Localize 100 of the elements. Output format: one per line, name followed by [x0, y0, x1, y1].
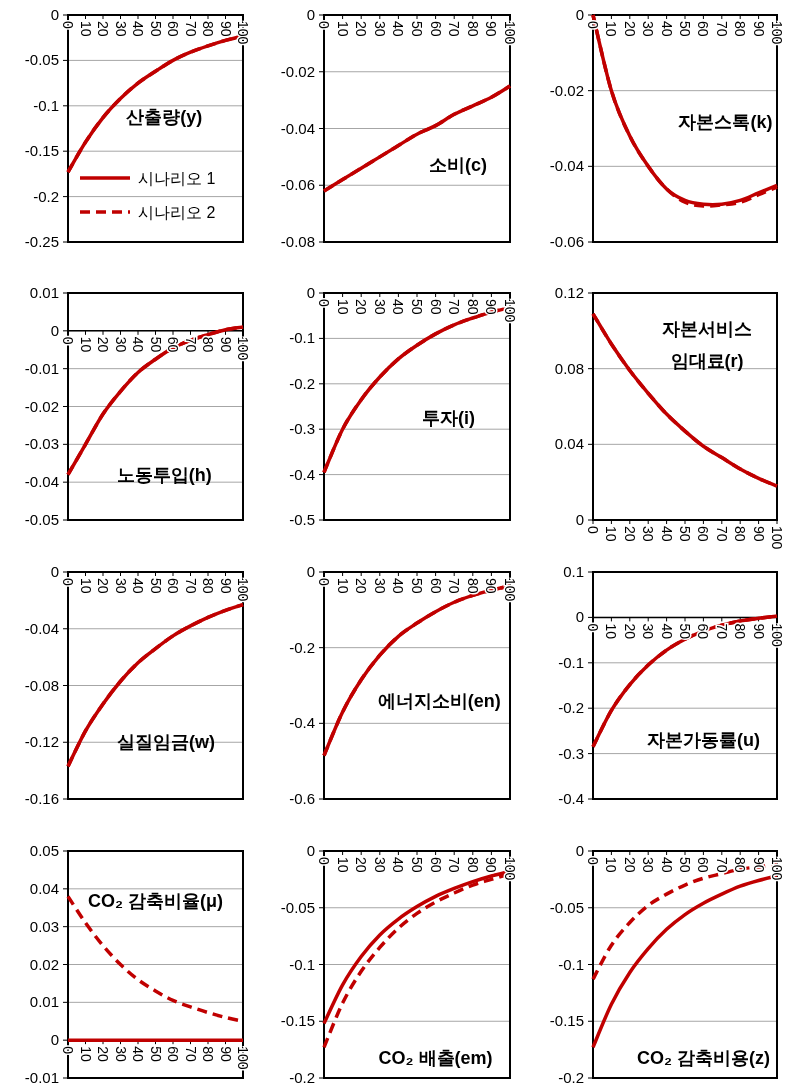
- x-tick-label: 30: [371, 21, 388, 37]
- x-tick-label: 30: [112, 336, 129, 353]
- x-tick-label: 90: [217, 1046, 234, 1062]
- x-tick-label: 100: [769, 526, 785, 550]
- x-tick-label: 90: [750, 857, 767, 873]
- x-tick-label: 80: [200, 578, 216, 594]
- y-tick-label: 0.08: [554, 359, 584, 377]
- x-tick-label: 10: [77, 21, 94, 37]
- x-tick-label: 90: [483, 299, 500, 315]
- x-tick-label: 80: [732, 623, 749, 640]
- y-tick-label: -0.1: [289, 955, 315, 973]
- x-tick-label: 50: [409, 21, 425, 37]
- x-tick-label: 50: [409, 299, 425, 315]
- y-tick-label: -0.06: [549, 233, 584, 250]
- x-tick-label: 100: [502, 578, 518, 602]
- y-tick-label: -0.15: [549, 1012, 584, 1030]
- y-tick-label: -0.1: [558, 653, 584, 671]
- x-tick-label: 30: [371, 299, 388, 315]
- x-tick-label: 100: [769, 857, 785, 881]
- x-tick-label: 40: [130, 21, 146, 37]
- x-tick-label: 100: [235, 336, 251, 361]
- x-tick-label: 20: [621, 526, 638, 542]
- x-tick-label: 40: [130, 578, 146, 594]
- y-tick-label: -0.02: [280, 62, 315, 80]
- y-tick-label: -0.08: [280, 233, 315, 250]
- y-tick-label: -0.4: [558, 790, 584, 807]
- x-tick-label: 40: [390, 21, 407, 37]
- x-tick-label: 20: [353, 857, 370, 873]
- x-tick-label: 70: [182, 336, 199, 353]
- x-tick-label: 60: [427, 857, 444, 873]
- x-tick-label: 50: [409, 857, 425, 873]
- y-tick-label: -0.2: [289, 638, 315, 656]
- x-tick-label: 100: [502, 857, 518, 881]
- y-tick-label: -0.05: [24, 51, 59, 69]
- x-tick-label: 40: [658, 21, 675, 37]
- x-tick-label: 50: [677, 526, 693, 542]
- x-tick-label: 70: [182, 21, 199, 37]
- x-tick-label: 60: [695, 526, 712, 542]
- y-tick-label: 0: [575, 608, 584, 626]
- x-tick-label: 60: [165, 21, 181, 37]
- x-tick-label: 100: [769, 21, 785, 45]
- y-tick-label: 0.01: [29, 284, 59, 301]
- x-tick-label: 70: [713, 21, 730, 37]
- x-tick-label: 90: [483, 857, 500, 873]
- text: 자본가동률(u): [646, 729, 760, 750]
- x-tick-label: 60: [695, 623, 712, 640]
- x-tick-label: 20: [95, 336, 111, 353]
- y-tick-label: 0.03: [29, 917, 59, 935]
- y-tick-label: -0.01: [24, 1069, 59, 1086]
- y-tick-label: -0.3: [558, 744, 584, 762]
- text: 노동투입(h): [116, 464, 212, 485]
- y-tick-label: -0.3: [289, 420, 315, 438]
- x-tick-label: 50: [677, 623, 693, 640]
- x-tick-label: 20: [353, 21, 370, 37]
- x-tick-label: 100: [502, 299, 518, 323]
- x-tick-label: 40: [658, 623, 675, 640]
- x-tick-label: 90: [750, 623, 767, 640]
- y-tick-label: -0.1: [33, 96, 59, 114]
- x-tick-label: 60: [427, 299, 444, 315]
- x-tick-label: 70: [713, 857, 730, 873]
- y-tick-label: -0.05: [280, 898, 315, 916]
- x-tick-label: 20: [621, 623, 638, 640]
- y-tick-label: -0.04: [280, 119, 315, 137]
- y-tick-label: 0.12: [554, 284, 584, 301]
- y-tick-label: -0.04: [24, 473, 59, 491]
- x-tick-label: 50: [147, 578, 164, 594]
- x-tick-label: 10: [77, 1046, 94, 1062]
- text: 에너지소비(en): [377, 691, 501, 712]
- x-tick-label: 80: [464, 299, 481, 315]
- x-tick-label: 80: [464, 857, 481, 873]
- x-tick-label: 10: [334, 578, 351, 594]
- x-tick-label: 60: [427, 21, 444, 37]
- y-tick-label: 0.05: [29, 842, 59, 859]
- x-tick-label: 70: [182, 578, 199, 594]
- y-tick-label: 0.01: [29, 993, 59, 1011]
- y-tick-label: -0.2: [289, 374, 315, 392]
- x-tick-label: 50: [677, 857, 693, 873]
- x-tick-label: 80: [200, 1046, 216, 1062]
- text: CO₂ 감축비율(μ): [88, 890, 224, 911]
- y-tick-label: -0.04: [24, 619, 59, 637]
- x-tick-label: 30: [112, 21, 129, 37]
- x-tick-label: 90: [750, 526, 767, 542]
- x-tick-label: 70: [713, 526, 730, 542]
- x-tick-label: 10: [77, 336, 94, 353]
- y-tick-label: -0.2: [558, 1069, 584, 1086]
- x-tick-label: 70: [182, 1046, 199, 1062]
- y-tick-label: -0.1: [289, 329, 315, 347]
- x-tick-label: 60: [695, 21, 712, 37]
- y-tick-label: 0: [50, 1031, 59, 1049]
- x-tick-label: 40: [390, 578, 407, 594]
- y-tick-label: -0.2: [289, 1069, 315, 1086]
- x-tick-label: 70: [713, 623, 730, 640]
- x-tick-label: 20: [621, 21, 638, 37]
- x-tick-label: 50: [147, 336, 164, 353]
- x-tick-label: 90: [483, 578, 500, 594]
- x-tick-label: 0: [585, 623, 601, 632]
- text: 투자(i): [422, 407, 476, 428]
- y-tick-label: -0.15: [280, 1012, 315, 1030]
- y-tick-label: -0.4: [289, 714, 315, 732]
- x-tick-label: 90: [750, 21, 767, 37]
